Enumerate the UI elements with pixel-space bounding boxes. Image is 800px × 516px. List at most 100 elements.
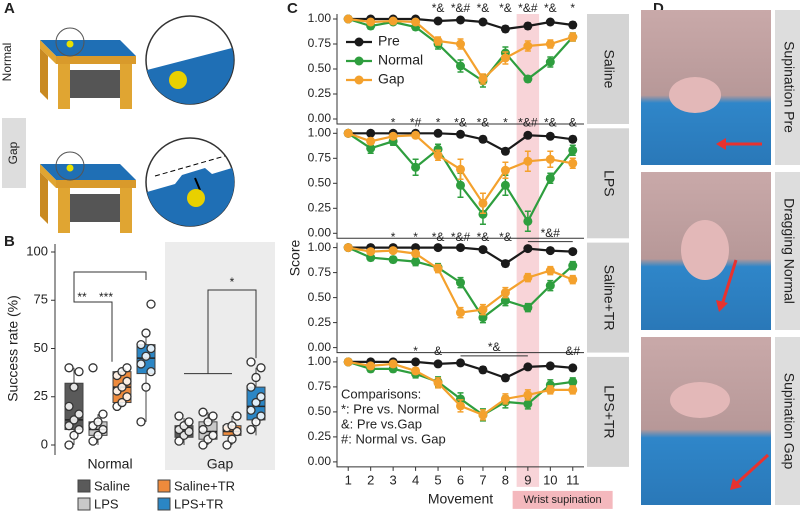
legend-marker — [354, 75, 364, 85]
data-point — [456, 243, 465, 253]
data-point — [478, 134, 488, 144]
data-point — [146, 367, 156, 377]
data-point — [88, 363, 98, 373]
sig-label: * — [230, 275, 235, 289]
data-point — [246, 357, 256, 367]
data-point — [98, 409, 108, 419]
sig-label: & — [434, 344, 442, 358]
data-point — [388, 359, 398, 369]
data-point — [74, 367, 84, 377]
data-point — [568, 134, 578, 144]
data-point — [456, 308, 465, 318]
data-point — [366, 143, 376, 153]
data-point — [256, 363, 266, 373]
sig-label: *&# — [518, 1, 538, 15]
data-point — [93, 417, 103, 427]
data-point — [203, 417, 213, 427]
x-tick-label: 1 — [345, 472, 352, 487]
y-tick-label: 1.00 — [308, 11, 332, 25]
data-point — [343, 14, 353, 24]
data-point — [366, 361, 376, 371]
data-point — [568, 363, 578, 373]
data-point — [523, 74, 533, 84]
data-point — [523, 21, 533, 31]
sig-label: *& — [477, 1, 490, 15]
data-point — [500, 288, 510, 298]
x-tick-label: 7 — [479, 472, 486, 487]
data-point — [523, 41, 533, 51]
data-point — [251, 372, 261, 383]
panel-d-photos — [641, 10, 800, 505]
data-point — [227, 434, 237, 444]
data-point — [246, 382, 256, 392]
data-point — [74, 424, 84, 435]
sig-label: *&# — [541, 226, 561, 240]
y-tick-label: 0 — [41, 436, 48, 451]
data-point — [545, 154, 555, 164]
data-point — [136, 339, 146, 350]
sig-label: *& — [432, 1, 445, 15]
sig-label: *& — [544, 115, 557, 129]
y-tick-label: 1.00 — [308, 354, 332, 368]
data-point — [500, 180, 510, 190]
data-point — [456, 61, 465, 71]
data-point — [500, 259, 510, 269]
legend-swatch — [157, 479, 171, 493]
data-point — [174, 411, 184, 421]
data-point — [174, 436, 184, 446]
x-tick-label: 11 — [566, 472, 580, 487]
x-tick-label: 8 — [502, 472, 509, 487]
data-point — [64, 363, 74, 373]
data-point — [523, 156, 533, 166]
data-point — [141, 382, 151, 392]
y-tick-label: 1.00 — [308, 125, 332, 139]
data-point — [568, 158, 578, 168]
data-point — [523, 390, 533, 400]
x-tick-label: 6 — [457, 472, 464, 487]
data-point — [74, 409, 84, 419]
panel-letter: C — [287, 0, 298, 17]
sig-label: *&# — [451, 1, 471, 15]
data-point — [456, 164, 465, 174]
data-point — [232, 426, 242, 437]
data-point — [456, 129, 465, 139]
d-label: Supination Gap — [781, 373, 797, 470]
sig-label: *& — [477, 230, 490, 244]
data-point — [256, 392, 266, 402]
sig-label: *& — [499, 1, 512, 15]
data-point — [366, 128, 376, 138]
axes — [336, 356, 584, 468]
data-point — [184, 426, 194, 437]
data-point — [69, 382, 79, 392]
data-point — [388, 255, 398, 265]
legend-label: LPS+TR — [174, 496, 224, 511]
sig-label: * — [503, 115, 508, 129]
data-point — [69, 415, 79, 425]
data-point — [64, 401, 74, 412]
data-point — [146, 343, 156, 354]
data-point — [456, 278, 465, 288]
data-point — [456, 180, 465, 190]
legend-swatch — [77, 479, 91, 493]
sig-label: * — [413, 230, 418, 244]
data-point — [456, 15, 465, 25]
sig-label: *# — [410, 115, 422, 129]
y-label: Score — [287, 240, 303, 277]
data-point — [433, 128, 443, 138]
legend-label: Pre — [378, 33, 400, 49]
y-tick-label: 100 — [26, 243, 48, 258]
data-point — [69, 430, 79, 441]
data-point — [568, 377, 578, 387]
data-point — [433, 150, 443, 160]
data-point — [411, 17, 421, 27]
data-point — [122, 363, 132, 373]
legend-label: Saline — [94, 478, 130, 493]
data-point — [478, 410, 488, 420]
data-point — [366, 247, 376, 257]
y-tick-label: 0.50 — [308, 61, 332, 75]
data-point — [456, 401, 465, 411]
note: #: Normal vs. Gap — [341, 431, 446, 446]
y-label: Success rate (%) — [5, 295, 21, 402]
data-point — [141, 351, 151, 361]
y-tick-label: 0.50 — [308, 404, 332, 418]
